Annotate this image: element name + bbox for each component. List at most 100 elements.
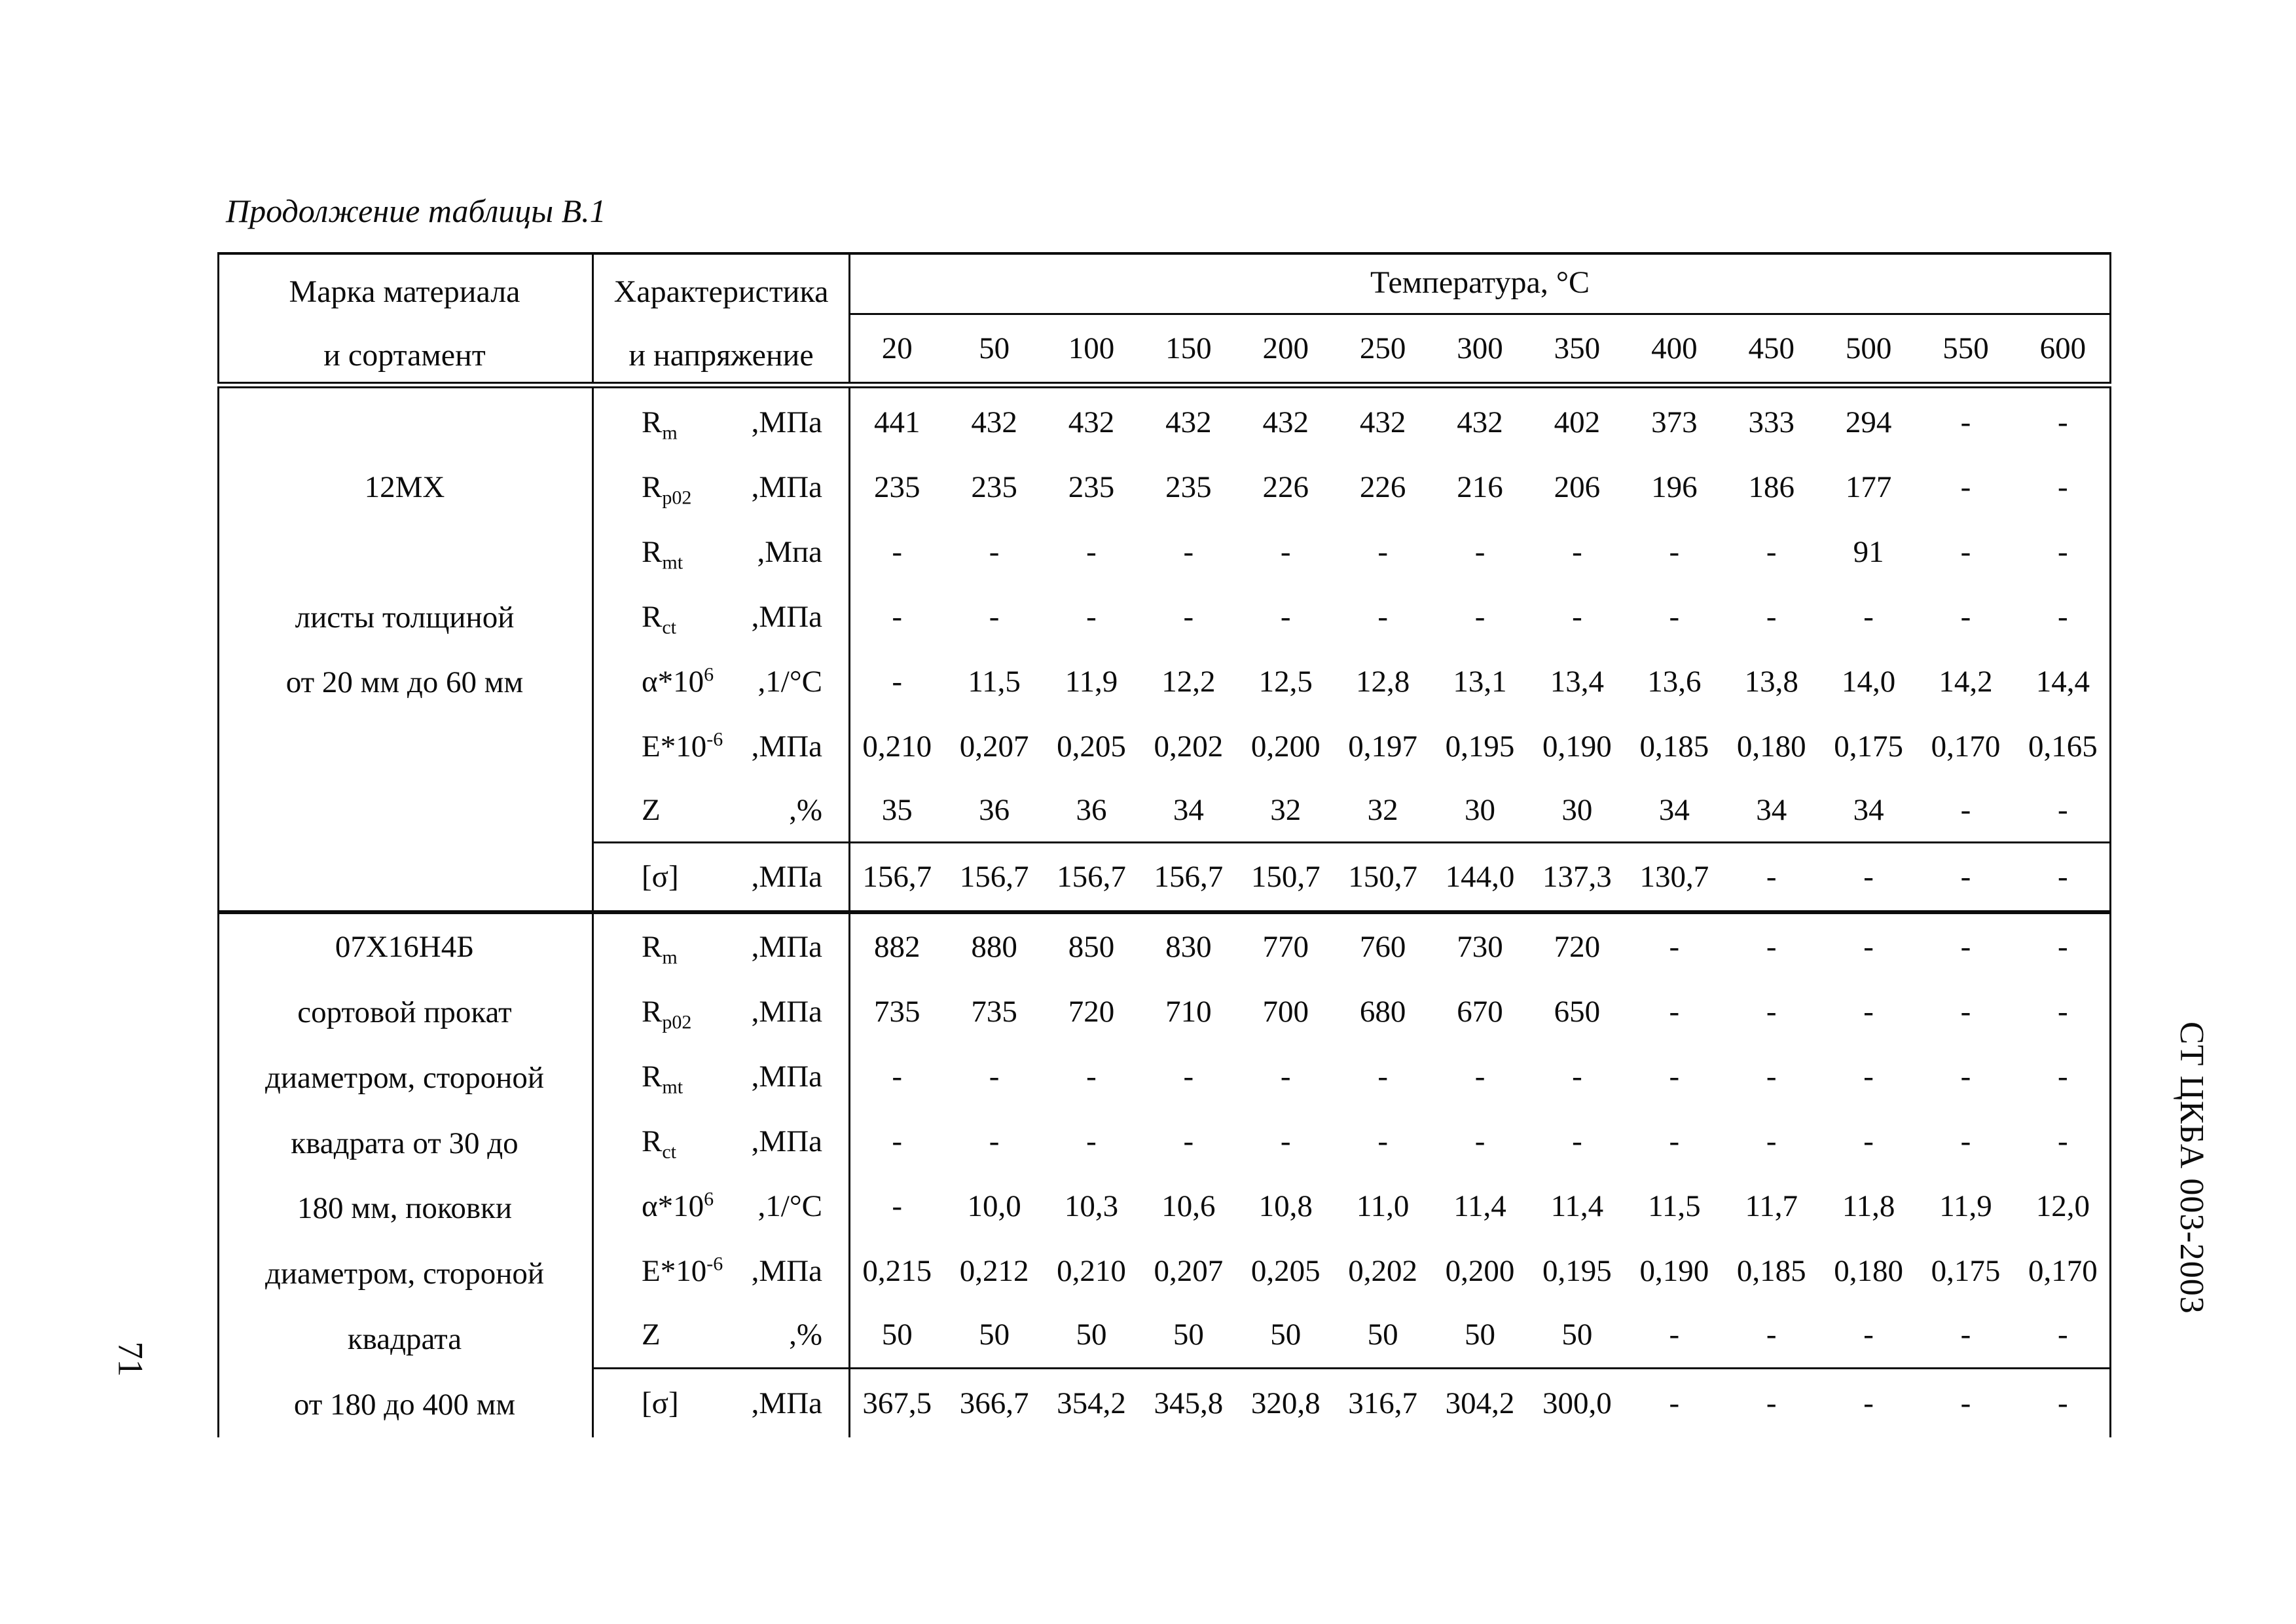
data-cell: 354,2	[1057, 1386, 1126, 1420]
data-cell: 0,195	[1445, 729, 1515, 764]
data-cell: 13,1	[1453, 664, 1507, 699]
data-cell: -	[1766, 1059, 1777, 1094]
data-cell: 0,197	[1348, 729, 1418, 764]
data-cell: 50	[979, 331, 1010, 365]
data-cell: 760	[1359, 929, 1406, 964]
characteristic-label: Rm ,МПа	[592, 390, 848, 454]
data-cell: 150,7	[1348, 860, 1418, 894]
data-cell: 710	[1165, 994, 1212, 1029]
data-cell: 300,0	[1542, 1386, 1612, 1420]
data-cell: 720	[1554, 929, 1601, 964]
characteristic-unit: ,МПа	[751, 994, 822, 1029]
characteristic-symbol: E*10-6	[642, 1252, 723, 1288]
data-cell: -	[2058, 470, 2068, 504]
data-cell	[217, 390, 592, 454]
row-values: -------------	[848, 1109, 2111, 1173]
data-cell: 0,170	[2028, 1253, 2098, 1288]
header-material-line2: и сортамент	[323, 337, 486, 373]
data-cell: -	[2058, 929, 2068, 964]
data-cell: -	[1960, 793, 1971, 827]
data-cell: -	[1766, 1124, 1777, 1158]
data-cell: 177	[1845, 470, 1892, 504]
data-cell: -	[1960, 860, 1971, 894]
data-cell: 0,180	[1834, 1253, 1903, 1288]
data-cell: 10,8	[1258, 1189, 1313, 1223]
data-cell: -	[2058, 534, 2068, 569]
data-cell: 50	[881, 1317, 913, 1352]
data-cell: -	[1086, 1124, 1097, 1158]
row-values: - 10,0 10,3 10,6 10,8 11,0 11,4 11,4 11,5 11,7 11,…	[848, 1173, 2111, 1238]
data-cell: 11,4	[1453, 1189, 1506, 1223]
characteristic-unit: ,МПа	[751, 1253, 822, 1288]
characteristic-label: Z,%	[592, 1303, 848, 1365]
data-cell: 34	[1756, 793, 1787, 827]
row-values: 735 735 720 710 700 680 670 650 - - - - -	[848, 979, 2111, 1044]
data-cell: 50	[1270, 1317, 1302, 1352]
data-cell: 350	[1554, 331, 1601, 365]
table-row: Z,% 35 36 36 34 32 32 30 30 34 34 34 - -	[592, 779, 2111, 841]
data-cell: 0,215	[862, 1253, 932, 1288]
page-number: 71	[111, 1341, 151, 1377]
table-row: Rp02 ,МПа 235 235 235 235 226 226 216 206 196 186 1…	[592, 454, 2111, 519]
data-cell: -	[1863, 860, 1874, 894]
data-cell: 35	[881, 793, 913, 827]
data-cell: -	[1766, 534, 1777, 569]
data-cell: 0,207	[1154, 1253, 1224, 1288]
data-cell: 730	[1457, 929, 1503, 964]
data-cell: 735	[971, 994, 1017, 1029]
row-values: 156,7 156,7 156,7 156,7 150,7 150,7 144,0 137,3…	[848, 843, 2111, 910]
data-cell: 670	[1457, 994, 1503, 1029]
data-cell: 0,185	[1639, 729, 1709, 764]
table-continuation-title: Продолжение таблицы В.1	[226, 193, 606, 229]
table-row: E*10-6 ,МПа 0,215 0,212 0,210 0,207 0,205 0,20…	[592, 1238, 2111, 1303]
data-cell: 36	[1076, 793, 1107, 827]
data-cell: -	[1086, 1059, 1097, 1094]
row-values: 367,5 366,7 354,2 345,8 320,8 316,7 304,2 300,0…	[848, 1369, 2111, 1437]
data-cell: -	[1960, 929, 1971, 964]
data-cell: -	[2058, 793, 2068, 827]
data-cell: -	[892, 599, 903, 634]
data-cell: 10,0	[967, 1189, 1021, 1223]
table-border-left	[217, 252, 219, 1437]
data-cell: 150,7	[1250, 860, 1321, 894]
characteristic-symbol: Rct	[642, 599, 677, 638]
characteristic-symbol: Rct	[642, 1124, 677, 1162]
data-cell: 11,9	[1939, 1189, 1992, 1223]
data-cell: 144,0	[1445, 860, 1515, 894]
data-cell: 137,3	[1542, 860, 1612, 894]
header-temperature-ticks: 20 50 100 150 200 250 300 350 400 450 500 550 600	[848, 315, 2111, 382]
data-cell: 0,202	[1154, 729, 1224, 764]
data-cell: -	[989, 599, 1000, 634]
data-cell: 32	[1270, 793, 1302, 827]
divider-sigma-block2	[592, 1367, 2111, 1369]
header-characteristic-line2: и напряжение	[629, 337, 814, 373]
data-cell: -	[1960, 405, 1971, 439]
data-cell: 130,7	[1639, 860, 1709, 894]
data-cell: 450	[1748, 331, 1795, 365]
characteristic-unit: ,МПа	[751, 599, 822, 634]
characteristic-label: [σ] ,МПа	[592, 1369, 848, 1437]
characteristic-symbol: α*106	[642, 1187, 714, 1223]
data-cell: -	[1960, 599, 1971, 634]
characteristic-unit: ,МПа	[751, 1386, 822, 1420]
data-cell: 156,7	[959, 860, 1029, 894]
data-cell: -	[1183, 1124, 1194, 1158]
table-row: Rct ,МПа - - - - - - - - - - - - -	[592, 584, 2111, 649]
table-row: α*106 ,1/°С - 10,0 10,3 10,6 10,8 11,0 11,4 11,4…	[592, 1173, 2111, 1238]
characteristic-symbol: Rp02	[642, 994, 692, 1033]
material-cell-07x16n4b: 07Х16Н4Б сортовой прокат диаметром, сторон…	[217, 914, 592, 1437]
data-cell: 432	[1068, 405, 1115, 439]
data-cell: -	[1766, 929, 1777, 964]
data-cell: 50	[1173, 1317, 1204, 1352]
row-values: 0,210 0,207 0,205 0,202 0,200 0,197 0,195 0,190…	[848, 714, 2111, 779]
data-cell	[217, 715, 592, 780]
data-cell: 235	[1165, 470, 1212, 504]
data-cell: 20	[881, 331, 913, 365]
characteristic-label: E*10-6 ,МПа	[592, 1238, 848, 1303]
data-cell: -	[1086, 534, 1097, 569]
data-cell: -	[2058, 1386, 2068, 1420]
data-cell: 0,175	[1931, 1253, 2001, 1288]
data-cell: 156,7	[1154, 860, 1224, 894]
data-cell: 880	[971, 929, 1017, 964]
row-values: 882 880 850 830 770 760 730 720 - - - - -	[848, 914, 2111, 979]
